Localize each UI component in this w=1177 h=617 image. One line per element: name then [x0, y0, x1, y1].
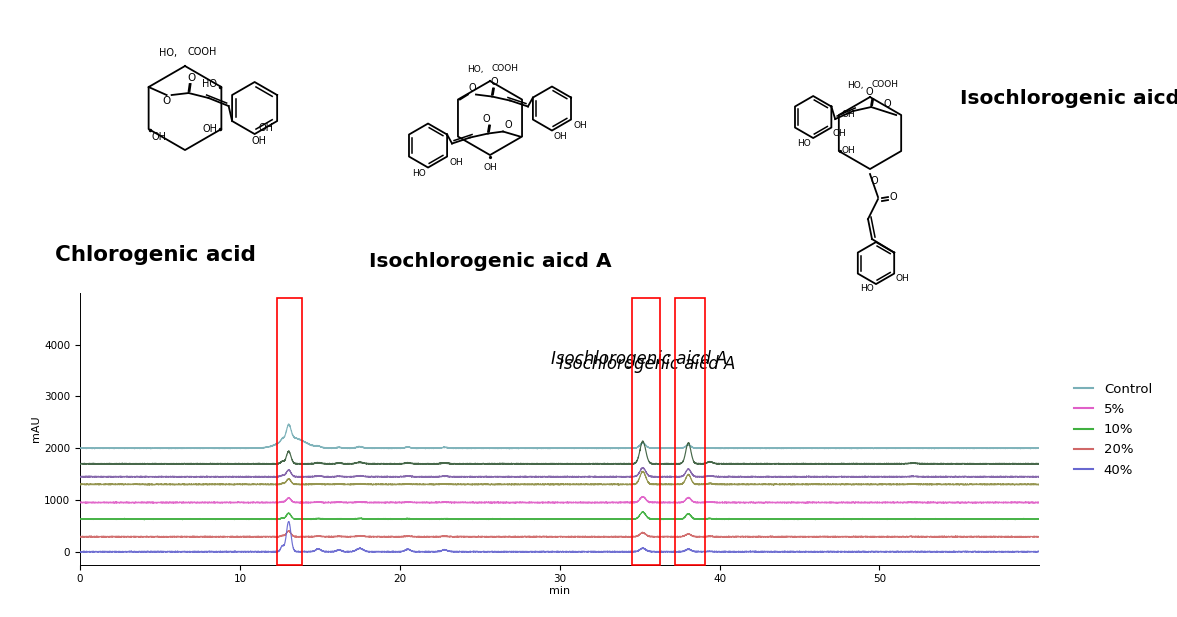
- Text: O: O: [504, 120, 512, 130]
- Text: O: O: [490, 77, 498, 86]
- Text: Isochlorogenic aicd A: Isochlorogenic aicd A: [551, 350, 727, 368]
- Text: O: O: [884, 99, 891, 109]
- Text: OH: OH: [258, 123, 273, 133]
- Text: Isochlorogenic aicd A: Isochlorogenic aicd A: [368, 252, 611, 271]
- X-axis label: min: min: [550, 586, 570, 595]
- Text: OH: OH: [554, 131, 567, 141]
- Text: Isochlorogenic aicd C: Isochlorogenic aicd C: [696, 416, 711, 417]
- Text: Chlorogenic acid: Chlorogenic acid: [54, 245, 255, 265]
- Text: COOH: COOH: [872, 80, 899, 89]
- Text: O: O: [162, 96, 171, 106]
- Text: Isochlorogenic aicd C: Isochlorogenic aicd C: [960, 88, 1177, 107]
- Bar: [674, 298, 705, 565]
- Text: HO,: HO,: [159, 48, 177, 58]
- Legend: Control, 5%, 10%, 20%, 40%: Control, 5%, 10%, 20%, 40%: [1069, 378, 1157, 482]
- Text: OH: OH: [202, 124, 218, 134]
- Text: HO,: HO,: [467, 65, 484, 74]
- Text: O: O: [890, 192, 898, 202]
- Text: OH: OH: [450, 157, 463, 167]
- Text: HO: HO: [798, 139, 811, 148]
- Bar: [277, 298, 302, 565]
- Text: HO,: HO,: [847, 81, 864, 90]
- Text: OH: OH: [152, 132, 167, 142]
- Text: OH: OH: [252, 136, 267, 146]
- Text: O: O: [865, 87, 873, 97]
- Y-axis label: mAU: mAU: [32, 415, 41, 442]
- Text: OH: OH: [832, 128, 846, 138]
- Text: O: O: [483, 114, 490, 123]
- Text: Isochlorogenic aicd A: Isochlorogenic aicd A: [559, 355, 736, 373]
- Text: OH: OH: [896, 273, 909, 283]
- Text: OH: OH: [842, 146, 856, 154]
- Text: HO: HO: [202, 79, 218, 89]
- Text: COOH: COOH: [187, 47, 217, 57]
- Text: O: O: [468, 83, 476, 93]
- Text: OH: OH: [483, 163, 497, 172]
- Text: O: O: [870, 176, 878, 186]
- Text: HO: HO: [860, 284, 875, 293]
- Text: O: O: [187, 73, 195, 83]
- Text: HO: HO: [412, 168, 426, 178]
- Bar: [632, 298, 660, 565]
- Text: COOH: COOH: [492, 64, 519, 73]
- Text: OH: OH: [573, 120, 587, 130]
- Text: OH: OH: [842, 110, 856, 118]
